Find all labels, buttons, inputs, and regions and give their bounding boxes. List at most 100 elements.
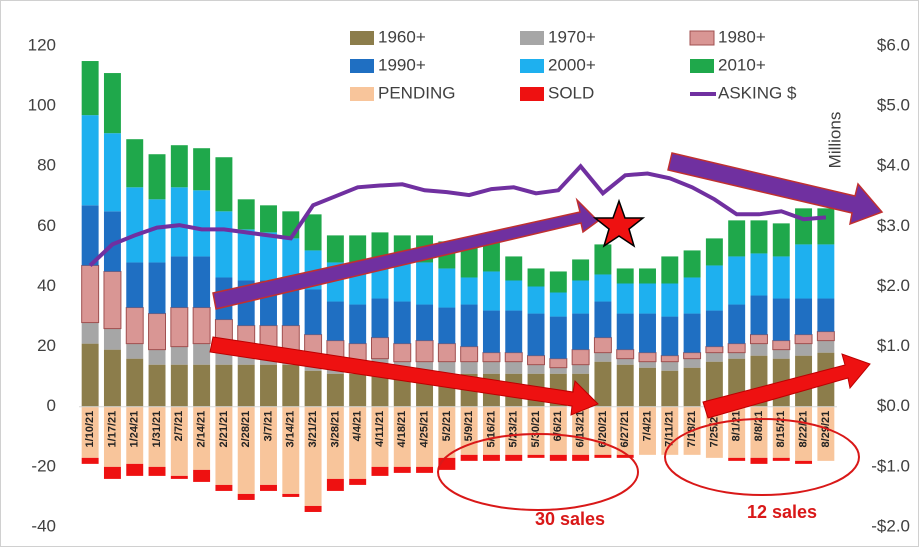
x-tick-label: 4/11/21 (374, 411, 386, 447)
bar (505, 310, 523, 353)
bar (282, 283, 300, 326)
bar (193, 256, 211, 308)
bar (594, 361, 612, 407)
legend-label: 1990+ (378, 55, 426, 74)
bar (572, 406, 590, 455)
bar (660, 355, 679, 363)
x-tick-label: 6/13/21 (575, 411, 587, 448)
bar (594, 301, 612, 338)
bar (594, 454, 612, 458)
legend-label: 2000+ (548, 55, 596, 74)
bar (817, 340, 835, 353)
bar (393, 301, 411, 344)
bar (170, 145, 188, 188)
legend-swatch (690, 59, 714, 73)
bar (795, 244, 813, 299)
y-tick-label: 20 (37, 336, 56, 355)
bar (772, 349, 790, 359)
bar (282, 364, 300, 407)
bar (170, 187, 188, 257)
bar (393, 343, 412, 363)
bar (482, 310, 500, 353)
bar (683, 352, 702, 360)
bar (683, 277, 701, 314)
bar (594, 274, 612, 302)
bar (683, 367, 701, 407)
x-tick-label: 6/20/21 (597, 411, 609, 448)
x-tick-label: 2/14/21 (196, 411, 208, 448)
x-tick-label: 1/10/21 (84, 411, 96, 448)
x-tick-label: 2/7/21 (173, 411, 185, 442)
bar (616, 358, 634, 365)
bar (103, 73, 121, 134)
bar (482, 406, 500, 455)
bar (81, 264, 100, 324)
bar (125, 307, 144, 345)
bar (705, 238, 723, 266)
bar (126, 358, 144, 407)
x-tick-label: 1/17/21 (106, 411, 118, 448)
y-tick-label: 0 (47, 396, 56, 415)
bar (772, 340, 791, 351)
x-tick-label: 1/24/21 (129, 411, 141, 448)
bar (193, 469, 211, 482)
bar (81, 115, 99, 206)
bar (728, 304, 746, 344)
bar (772, 298, 790, 341)
bar (193, 190, 211, 257)
bar (661, 256, 679, 284)
bar (594, 352, 612, 362)
bar (705, 310, 723, 347)
x-tick-label: 5/23/21 (508, 411, 520, 448)
bar (193, 364, 211, 407)
y-tick-label: 120 (28, 35, 56, 54)
x-tick-label: 7/25/21 (708, 411, 720, 448)
bar (750, 295, 768, 335)
ellipse (437, 433, 639, 511)
bar (126, 343, 144, 359)
x-tick-label: 3/28/21 (329, 411, 341, 448)
bar (81, 406, 99, 458)
bar (661, 283, 679, 317)
bar (505, 361, 523, 374)
bar (727, 343, 746, 354)
bar (549, 406, 567, 455)
bar (616, 349, 635, 360)
x-tick-label: 2/28/21 (240, 411, 252, 448)
bar (749, 334, 768, 345)
bar (705, 265, 723, 311)
bar (549, 271, 567, 293)
bar (416, 466, 434, 473)
legend-label: 1980+ (718, 27, 766, 46)
bar (572, 364, 590, 374)
bar (616, 313, 634, 350)
bar (326, 235, 344, 263)
bar (81, 61, 99, 116)
bar (750, 343, 768, 356)
bar (148, 349, 166, 365)
x-tick-label: 4/4/21 (352, 411, 364, 442)
annotation: 30 sales (535, 509, 605, 529)
bar (349, 304, 367, 344)
x-tick-label: 5/2/21 (441, 411, 453, 442)
bar (527, 313, 545, 356)
bar (237, 199, 255, 230)
bar (148, 154, 166, 200)
bar (817, 298, 835, 332)
legend-swatch (350, 59, 374, 73)
bar (572, 280, 590, 314)
bar (237, 229, 255, 281)
bar (705, 406, 723, 458)
x-tick-label: 7/4/21 (641, 411, 653, 442)
y2-tick-label: $2.0 (877, 276, 910, 295)
bar (416, 304, 434, 341)
bar (170, 256, 188, 308)
x-tick-label: 7/18/21 (686, 411, 698, 448)
bar (326, 406, 344, 479)
bar (816, 331, 835, 342)
bar (482, 241, 500, 272)
bar (393, 259, 411, 302)
bar (549, 316, 567, 359)
bar (416, 406, 434, 467)
